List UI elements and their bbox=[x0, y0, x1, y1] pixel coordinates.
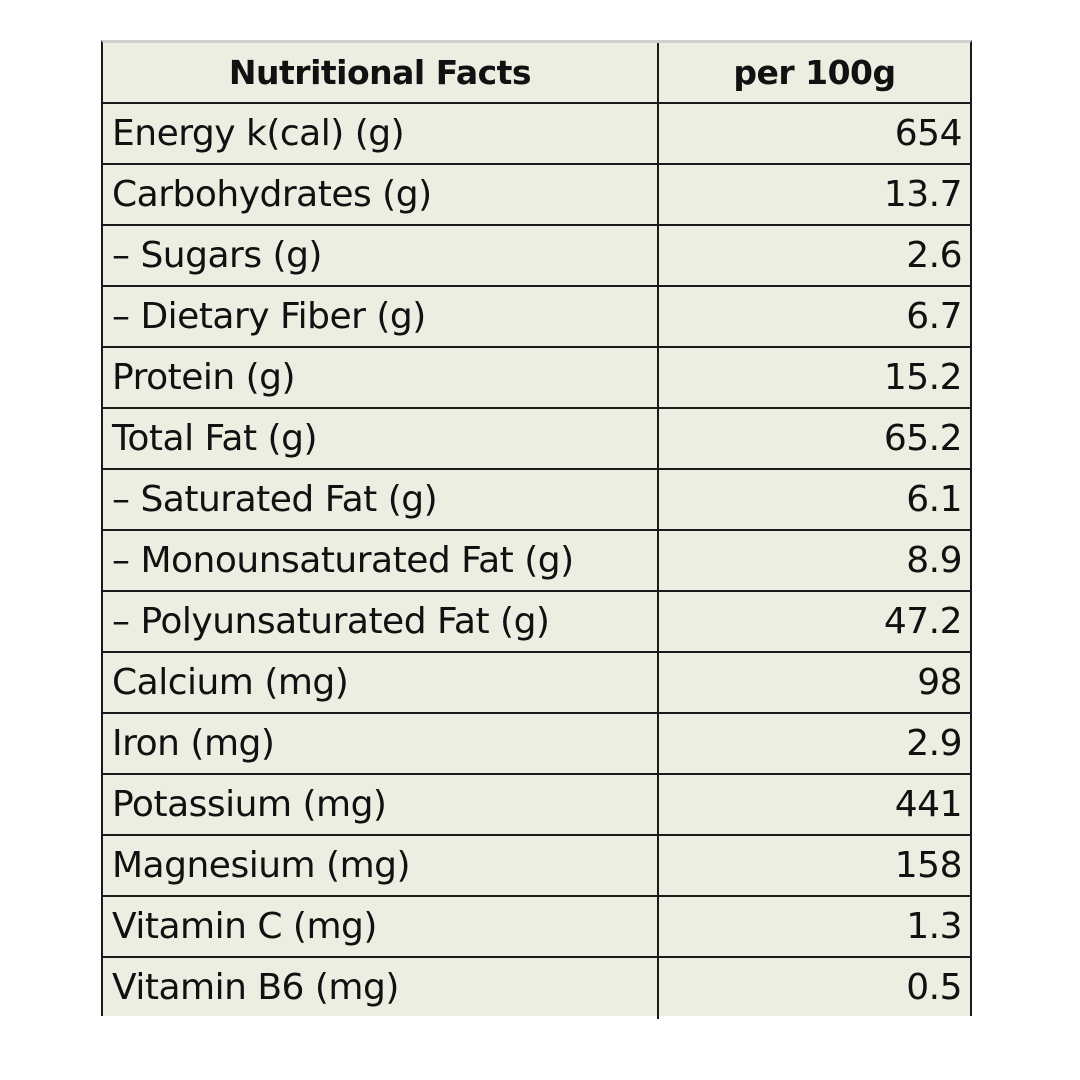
table-row: Iron (mg) 2.9 bbox=[103, 714, 970, 775]
nutrient-name: Calcium (mg) bbox=[103, 653, 659, 712]
nutrient-name: Protein (g) bbox=[103, 348, 659, 407]
nutrient-value: 15.2 bbox=[883, 357, 963, 398]
nutrient-value: 6.7 bbox=[906, 296, 962, 337]
nutrient-name: Magnesium (mg) bbox=[103, 836, 659, 895]
table-row: – Sugars (g) 2.6 bbox=[103, 226, 970, 287]
table-row: Calcium (mg) 98 bbox=[103, 653, 970, 714]
nutrient-name: Potassium (mg) bbox=[103, 775, 659, 834]
nutrient-name: – Monounsaturated Fat (g) bbox=[103, 531, 659, 590]
nutrient-name: Vitamin B6 (mg) bbox=[103, 958, 659, 1019]
table-row: Protein (g) 15.2 bbox=[103, 348, 970, 409]
nutrient-name: Total Fat (g) bbox=[103, 409, 659, 468]
nutrient-value: 47.2 bbox=[883, 601, 963, 642]
nutrient-value: 65.2 bbox=[883, 418, 963, 459]
nutrient-value: 13.7 bbox=[883, 174, 963, 215]
table-row: Energy k(cal) (g) 654 bbox=[103, 104, 970, 165]
nutrient-name: Vitamin C (mg) bbox=[103, 897, 659, 956]
nutrient-name: – Sugars (g) bbox=[103, 226, 659, 285]
nutrient-name: Iron (mg) bbox=[103, 714, 659, 773]
table-row: Potassium (mg) 441 bbox=[103, 775, 970, 836]
nutrient-name: – Polyunsaturated Fat (g) bbox=[103, 592, 659, 651]
header-nutritional-facts: Nutritional Facts bbox=[103, 43, 659, 102]
nutrition-table: Nutritional Facts per 100g Energy k(cal)… bbox=[101, 40, 972, 1019]
nutrient-name: Carbohydrates (g) bbox=[103, 165, 659, 224]
table-row: Carbohydrates (g) 13.7 bbox=[103, 165, 970, 226]
nutrient-value: 6.1 bbox=[906, 479, 962, 520]
nutrient-value: 98 bbox=[917, 662, 962, 703]
nutrient-value: 654 bbox=[894, 113, 963, 154]
table-row: Vitamin C (mg) 1.3 bbox=[103, 897, 970, 958]
table-row: Magnesium (mg) 158 bbox=[103, 836, 970, 897]
table-header-row: Nutritional Facts per 100g bbox=[103, 43, 970, 104]
nutrient-name: – Saturated Fat (g) bbox=[103, 470, 659, 529]
table-row: – Polyunsaturated Fat (g) 47.2 bbox=[103, 592, 970, 653]
nutrient-name: Energy k(cal) (g) bbox=[103, 104, 659, 163]
nutrient-value: 441 bbox=[894, 784, 963, 825]
nutrient-value: 2.6 bbox=[906, 235, 962, 276]
table-row: Vitamin B6 (mg) 0.5 bbox=[103, 958, 970, 1019]
header-per-100g: per 100g bbox=[733, 53, 896, 92]
nutrient-value: 8.9 bbox=[906, 540, 962, 581]
nutrient-value: 158 bbox=[894, 845, 963, 886]
nutrient-name: – Dietary Fiber (g) bbox=[103, 287, 659, 346]
table-row: – Dietary Fiber (g) 6.7 bbox=[103, 287, 970, 348]
nutrient-value: 1.3 bbox=[906, 906, 962, 947]
table-row: – Monounsaturated Fat (g) 8.9 bbox=[103, 531, 970, 592]
nutrient-value: 0.5 bbox=[906, 967, 962, 1008]
table-row: – Saturated Fat (g) 6.1 bbox=[103, 470, 970, 531]
nutrient-value: 2.9 bbox=[906, 723, 962, 764]
table-row: Total Fat (g) 65.2 bbox=[103, 409, 970, 470]
